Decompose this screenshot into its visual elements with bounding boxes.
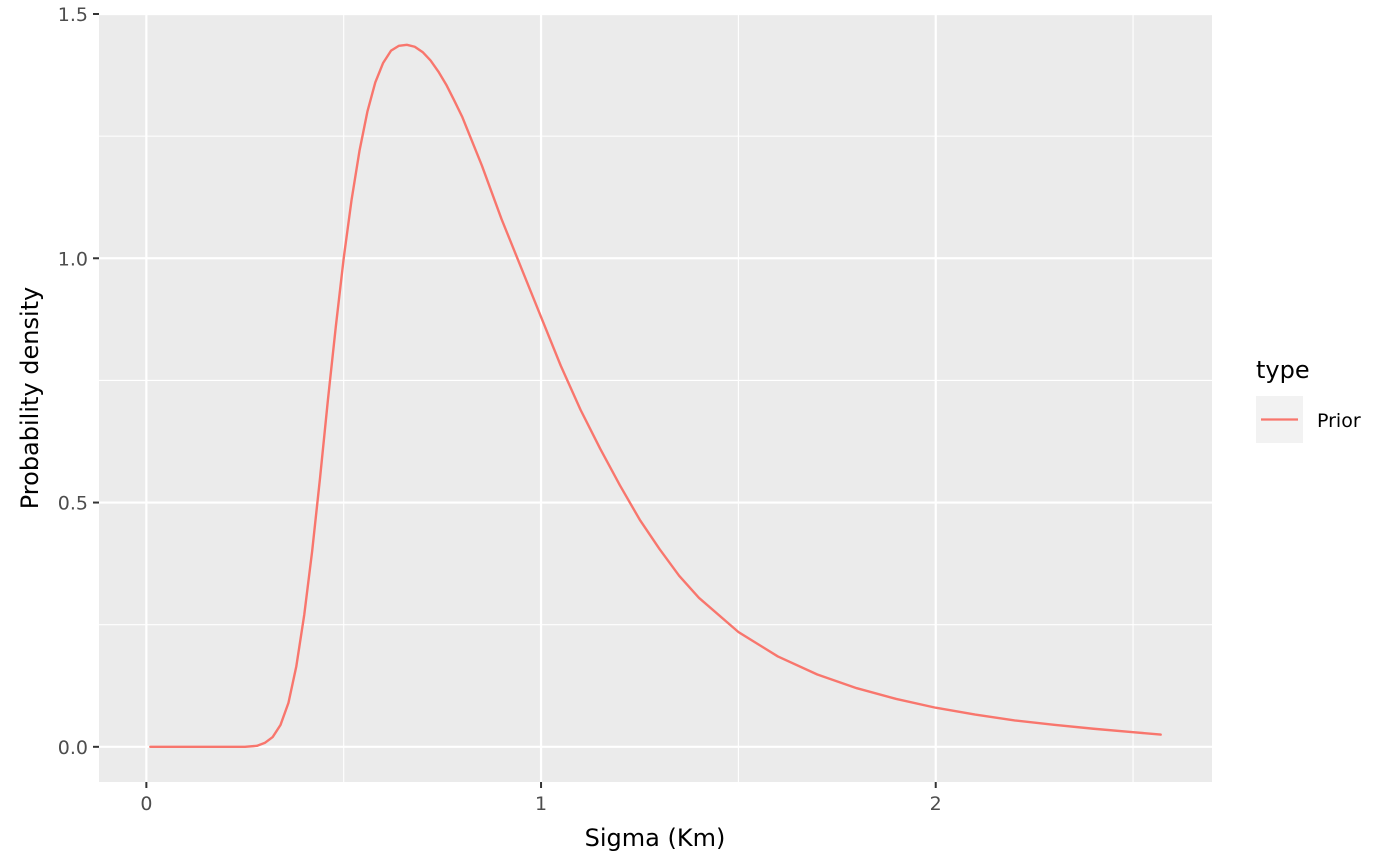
legend: type Prior (1256, 356, 1361, 443)
minor-grid (99, 14, 1212, 782)
series-line-prior (149, 43, 1162, 749)
x-tick-label: 2 (930, 793, 942, 815)
y-axis-title: Probability density (16, 287, 44, 510)
legend-title: type (1256, 356, 1310, 384)
x-tick-label: 1 (535, 793, 547, 815)
y-tick-label: 1.0 (58, 248, 88, 270)
series-layer (149, 43, 1162, 749)
x-axis-title: Sigma (Km) (585, 824, 726, 852)
y-tick-label: 0.5 (58, 493, 88, 515)
plot-panel (99, 14, 1212, 782)
tick-labels: 0 1 2 0.0 0.5 1.0 1.5 (58, 4, 942, 815)
y-tick-label: 1.5 (58, 4, 88, 26)
y-tick-label: 0.0 (58, 737, 88, 759)
legend-entry-prior: Prior (1317, 410, 1361, 432)
axis-ticks (93, 13, 937, 788)
x-tick-label: 0 (140, 793, 152, 815)
major-grid (99, 12, 1212, 782)
